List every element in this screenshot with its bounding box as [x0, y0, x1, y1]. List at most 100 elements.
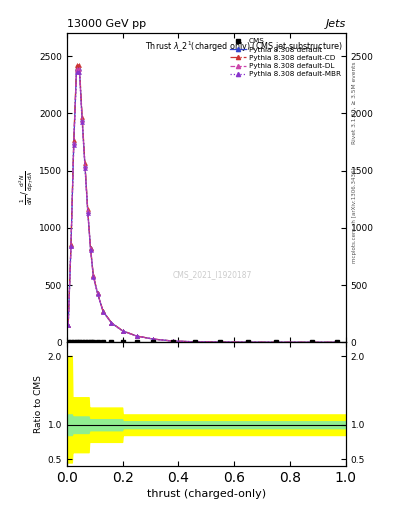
Pythia 8.308 default-CD [66, 322, 71, 328]
Pythia 8.308 default-MBR [193, 339, 198, 345]
Pythia 8.308 default-DL [85, 208, 90, 215]
Pythia 8.308 default [74, 65, 79, 71]
Pythia 8.308 default-DL [69, 243, 73, 249]
Pythia 8.308 default-MBR [85, 209, 90, 216]
Pythia 8.308 default-CD [171, 338, 175, 344]
Pythia 8.308 default [69, 242, 73, 248]
Pythia 8.308 default-CD [151, 336, 156, 342]
CMS [88, 339, 93, 345]
Pythia 8.308 default [274, 339, 278, 345]
Pythia 8.308 default-DL [246, 339, 251, 345]
Pythia 8.308 default-MBR [91, 274, 95, 280]
CMS [101, 339, 105, 345]
Pythia 8.308 default-CD [134, 333, 139, 339]
Pythia 8.308 default-MBR [218, 339, 222, 345]
CMS [310, 339, 315, 345]
Text: CMS_2021_I1920187: CMS_2021_I1920187 [172, 270, 252, 279]
Pythia 8.308 default-CD [120, 328, 125, 334]
Pythia 8.308 default-DL [101, 309, 105, 315]
Pythia 8.308 default-DL [134, 333, 139, 339]
Pythia 8.308 default-CD [74, 62, 79, 68]
Text: Jets: Jets [325, 18, 346, 29]
Line: Pythia 8.308 default-DL: Pythia 8.308 default-DL [66, 67, 340, 345]
Pythia 8.308 default-CD [69, 241, 73, 247]
CMS [66, 339, 71, 345]
Pythia 8.308 default [91, 273, 95, 279]
Pythia 8.308 default [101, 308, 105, 314]
Pythia 8.308 default-DL [193, 339, 198, 345]
Pythia 8.308 default-MBR [310, 339, 315, 346]
Text: Rivet 3.1.10, ≥ 3.5M events: Rivet 3.1.10, ≥ 3.5M events [352, 61, 357, 144]
Pythia 8.308 default-DL [109, 320, 114, 326]
Pythia 8.308 default [335, 339, 340, 346]
Pythia 8.308 default-DL [120, 328, 125, 334]
CMS [120, 339, 125, 345]
Pythia 8.308 default-CD [85, 206, 90, 212]
Pythia 8.308 default-MBR [83, 164, 87, 170]
Legend: CMS, Pythia 8.308 default, Pythia 8.308 default-CD, Pythia 8.308 default-DL, Pyt: CMS, Pythia 8.308 default, Pythia 8.308 … [229, 37, 342, 79]
CMS [134, 339, 139, 345]
Line: CMS: CMS [66, 339, 340, 345]
Pythia 8.308 default [151, 336, 156, 342]
Pythia 8.308 default-CD [310, 339, 315, 346]
Pythia 8.308 default [218, 339, 222, 345]
Pythia 8.308 default-DL [151, 336, 156, 342]
Pythia 8.308 default-CD [109, 319, 114, 326]
Pythia 8.308 default-DL [83, 163, 87, 169]
Pythia 8.308 default-CD [77, 62, 82, 68]
Pythia 8.308 default-DL [80, 117, 84, 123]
CMS [151, 339, 156, 345]
X-axis label: thrust (charged-only): thrust (charged-only) [147, 489, 266, 499]
Text: Thrust $\lambda$_2$^1$(charged only) (CMS jet substructure): Thrust $\lambda$_2$^1$(charged only) (CM… [145, 39, 343, 54]
Pythia 8.308 default-DL [74, 66, 79, 72]
Pythia 8.308 default-MBR [274, 339, 278, 345]
Pythia 8.308 default [310, 339, 315, 346]
CMS [80, 339, 84, 345]
Pythia 8.308 default-CD [95, 289, 100, 295]
Pythia 8.308 default [88, 245, 93, 251]
Pythia 8.308 default-DL [66, 322, 71, 328]
Pythia 8.308 default-MBR [109, 320, 114, 326]
Pythia 8.308 default [95, 290, 100, 296]
Pythia 8.308 default-DL [171, 338, 175, 344]
Y-axis label: $\frac{1}{\mathrm{d}N}\,/\,\frac{\mathrm{d}^2N}{\mathrm{d}p_T\,\mathrm{d}\lambda: $\frac{1}{\mathrm{d}N}\,/\,\frac{\mathrm… [18, 170, 36, 205]
Pythia 8.308 default-DL [310, 339, 315, 346]
Pythia 8.308 default-MBR [134, 333, 139, 339]
CMS [335, 339, 340, 345]
Pythia 8.308 default-CD [193, 339, 198, 345]
Line: Pythia 8.308 default-MBR: Pythia 8.308 default-MBR [66, 70, 340, 345]
Pythia 8.308 default [246, 339, 251, 345]
Pythia 8.308 default-DL [335, 339, 340, 346]
CMS [246, 339, 251, 345]
Pythia 8.308 default-CD [101, 308, 105, 314]
Pythia 8.308 default-MBR [120, 328, 125, 334]
Text: mcplots.cern.ch [arXiv:1306.3436]: mcplots.cern.ch [arXiv:1306.3436] [352, 167, 357, 263]
CMS [72, 339, 76, 345]
Pythia 8.308 default-CD [335, 339, 340, 346]
Pythia 8.308 default-MBR [80, 119, 84, 125]
Line: Pythia 8.308 default: Pythia 8.308 default [66, 66, 340, 345]
CMS [83, 339, 87, 345]
Pythia 8.308 default-MBR [101, 309, 105, 315]
Pythia 8.308 default-MBR [171, 338, 175, 344]
Pythia 8.308 default-DL [95, 290, 100, 296]
Pythia 8.308 default-CD [83, 160, 87, 166]
Pythia 8.308 default [171, 338, 175, 344]
Pythia 8.308 default-DL [274, 339, 278, 345]
Pythia 8.308 default [80, 116, 84, 122]
Pythia 8.308 default [85, 207, 90, 214]
Pythia 8.308 default-MBR [335, 339, 340, 346]
Pythia 8.308 default-MBR [246, 339, 251, 345]
Pythia 8.308 default-MBR [88, 247, 93, 253]
Pythia 8.308 default-CD [80, 114, 84, 120]
Pythia 8.308 default [83, 162, 87, 168]
CMS [274, 339, 278, 345]
Pythia 8.308 default-CD [274, 339, 278, 345]
Pythia 8.308 default-MBR [74, 69, 79, 75]
Pythia 8.308 default [72, 139, 76, 145]
Pythia 8.308 default-MBR [72, 142, 76, 148]
Pythia 8.308 default-DL [218, 339, 222, 345]
CMS [171, 339, 175, 345]
Pythia 8.308 default-MBR [151, 336, 156, 342]
Pythia 8.308 default-CD [72, 137, 76, 143]
